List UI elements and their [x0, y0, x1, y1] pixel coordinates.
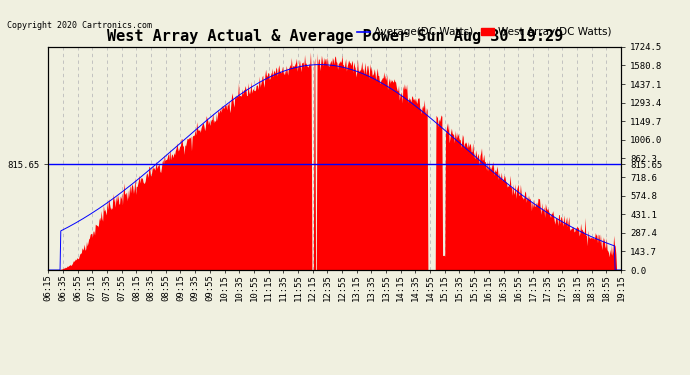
- Title: West Array Actual & Average Power Sun Aug 30 19:29: West Array Actual & Average Power Sun Au…: [106, 29, 563, 44]
- Text: Copyright 2020 Cartronics.com: Copyright 2020 Cartronics.com: [7, 21, 152, 30]
- Legend: Average(DC Watts), West Array(DC Watts): Average(DC Watts), West Array(DC Watts): [353, 23, 615, 41]
